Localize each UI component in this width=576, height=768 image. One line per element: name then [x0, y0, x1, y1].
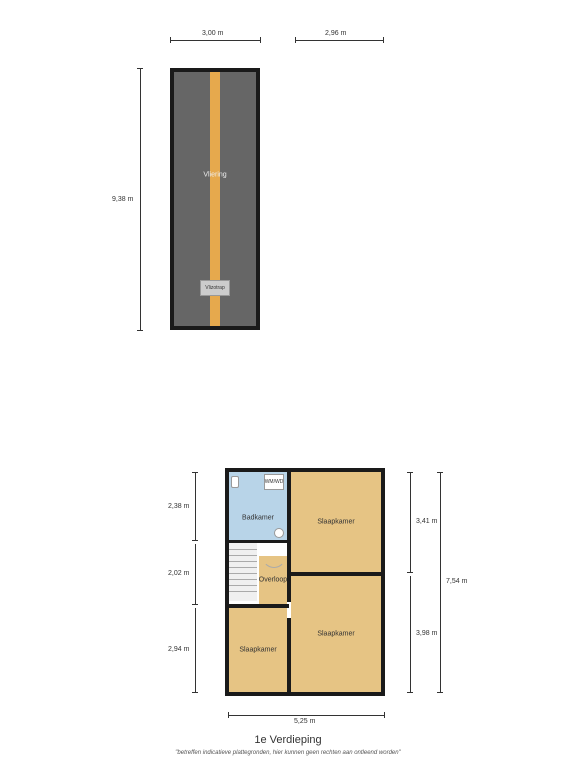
dim-top-left: 3,00 m — [202, 30, 223, 37]
sink-icon — [274, 528, 284, 538]
dim-line-vliering-h — [140, 68, 141, 330]
overloop-label: Overloop — [259, 577, 287, 584]
dim-tick — [407, 572, 413, 573]
toilet-icon — [231, 476, 239, 488]
dim-tick — [137, 68, 143, 69]
vlizotrap-label: Vlizotrap — [205, 285, 224, 291]
dim-tick — [137, 330, 143, 331]
dim-tick — [407, 692, 413, 693]
dim-line-right-2 — [410, 576, 411, 692]
dim-right-total: 7,54 m — [446, 578, 467, 585]
badkamer-label: Badkamer — [242, 515, 274, 522]
slaapkamer2-label: Slaapkamer — [317, 631, 354, 638]
dim-line-top-right — [295, 40, 383, 41]
footnote-text: "betreffen indicatieve plattegronden, hi… — [0, 750, 576, 756]
slaapkamer3-label: Slaapkamer — [239, 647, 276, 654]
dim-top-right: 2,96 m — [325, 30, 346, 37]
dim-tick — [192, 692, 198, 693]
dim-left-1: 2,38 m — [168, 503, 189, 510]
dim-tick — [437, 472, 443, 473]
dim-bottom: 5,25 m — [294, 718, 315, 725]
dim-line-bottom — [228, 715, 384, 716]
dim-line-right-1 — [410, 472, 411, 572]
dim-tick — [437, 692, 443, 693]
dim-tick — [228, 712, 229, 718]
dim-left-2: 2,02 m — [168, 570, 189, 577]
dim-right-1: 3,41 m — [416, 518, 437, 525]
dim-line-left-3 — [195, 608, 196, 692]
dim-tick — [384, 712, 385, 718]
dim-right-2: 3,98 m — [416, 630, 437, 637]
stairs — [229, 543, 257, 601]
floor-title: 1e Verdieping — [0, 734, 576, 746]
dim-tick — [192, 540, 198, 541]
wm-label: WM/WD — [265, 479, 284, 485]
dim-line-left-1 — [195, 472, 196, 540]
dim-tick — [192, 604, 198, 605]
dim-line-top-left — [170, 40, 260, 41]
dim-tick — [383, 37, 384, 43]
dim-line-left-2 — [195, 544, 196, 604]
dim-vliering-h: 9,38 m — [112, 196, 133, 203]
dim-line-right-total — [440, 472, 441, 692]
vliering-label: Vliering — [203, 172, 226, 179]
wall-overloop-b — [229, 604, 289, 608]
dim-tick — [170, 37, 171, 43]
dim-tick — [295, 37, 296, 43]
dim-tick — [260, 37, 261, 43]
dim-left-3: 2,94 m — [168, 646, 189, 653]
slaapkamer1-label: Slaapkamer — [317, 519, 354, 526]
dim-tick — [192, 472, 198, 473]
dim-tick — [407, 472, 413, 473]
